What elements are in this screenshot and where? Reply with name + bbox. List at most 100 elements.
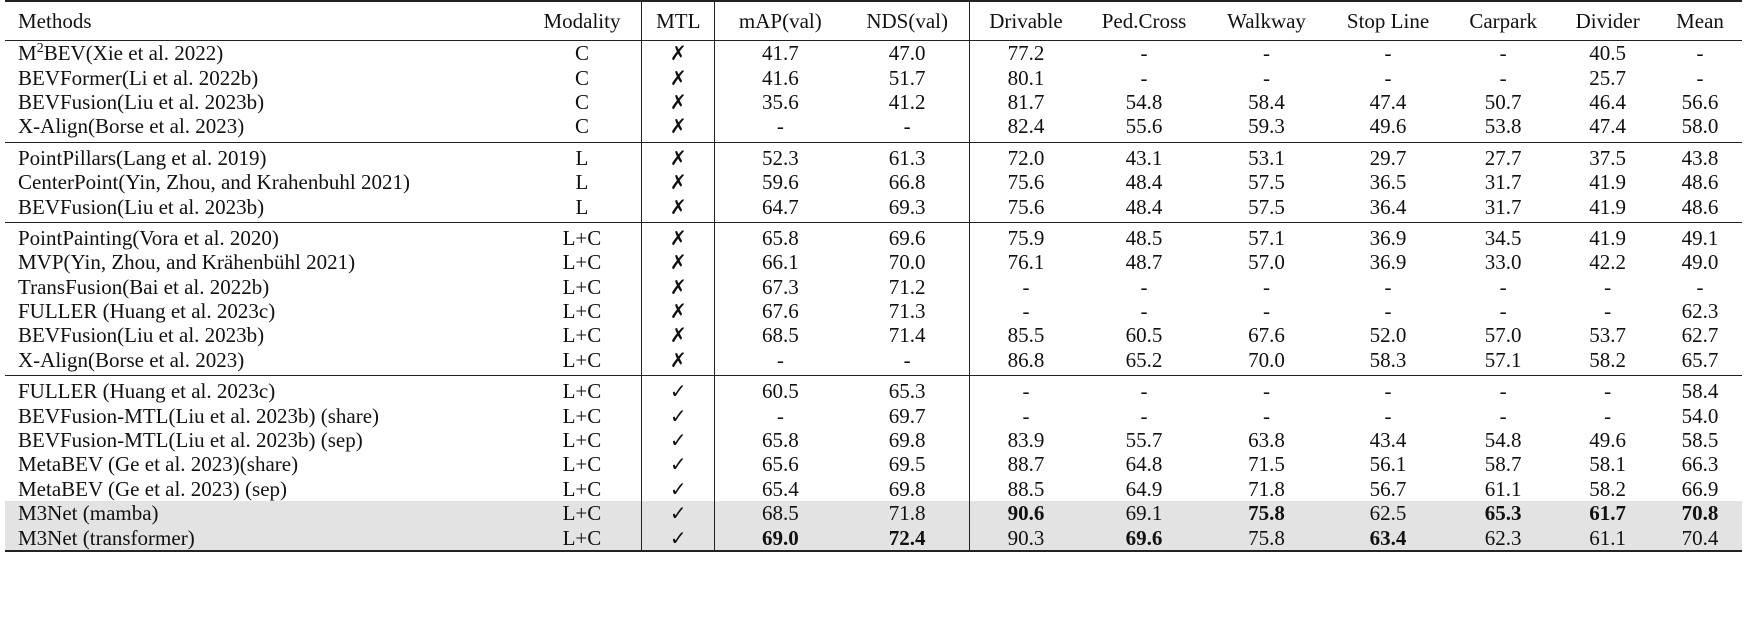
modality-cell: C: [522, 89, 643, 115]
mtl-cell: ✗: [641, 222, 716, 251]
col-header-walkway: Walkway: [1206, 0, 1328, 41]
table-row: FULLER (Huang et al. 2023c) L+C ✗ 67.6 71.3 -…: [5, 298, 1742, 324]
divider-cell: 61.1: [1557, 525, 1659, 552]
ped-cross-cell: 43.1: [1125, 145, 1163, 170]
drivable-cell: 90.6: [969, 501, 1082, 526]
nds-cell: 69.5: [845, 452, 970, 477]
col-header-nds: NDS(val): [845, 0, 970, 41]
drivable-cell: 83.9: [1007, 428, 1045, 453]
stop-line-cell: 49.6: [1327, 114, 1450, 143]
divider-cell: 47.4: [1557, 114, 1659, 143]
mean-cell: 48.6: [1681, 170, 1719, 195]
drivable-cell: 85.5: [1007, 323, 1045, 348]
cross-mark-icon: ✗: [669, 170, 687, 195]
mean-cell: 43.8: [1681, 145, 1719, 170]
ped-cross-cell: -: [1140, 379, 1148, 404]
table-row: BEVFusion(Liu et al. 2023b) C ✗ 35.6 41.2 81.…: [5, 89, 1742, 115]
cross-mark-icon: ✗: [669, 65, 687, 90]
modality-cell: L+C: [522, 403, 643, 428]
cross-mark-icon: ✗: [669, 41, 687, 66]
method-cell: M2BEV(Xie et al. 2022): [18, 41, 224, 66]
nds-cell: 71.3: [845, 298, 970, 324]
carpark-cell: 53.8: [1449, 114, 1558, 143]
modality-cell: L+C: [522, 347, 643, 377]
map-cell: 59.6: [761, 170, 799, 195]
stop-line-cell: 47.4: [1369, 89, 1407, 114]
walkway-cell: 71.5: [1248, 452, 1285, 477]
stop-line-cell: -: [1384, 299, 1392, 324]
table-row: TransFusion(Bai et al. 2022b) L+C ✗ 67.3 71.…: [5, 274, 1742, 299]
divider-cell: 40.5: [1589, 41, 1627, 66]
mean-cell: 49.0: [1681, 250, 1719, 275]
check-mark-icon: ✓: [669, 501, 687, 526]
col-header-modality: Modality: [522, 0, 643, 41]
mtl-cell: ✓: [641, 525, 716, 552]
modality-cell: L+C: [522, 501, 643, 526]
drivable-cell: 80.1: [1007, 65, 1045, 90]
mtl-cell: ✗: [641, 274, 716, 299]
mtl-cell: ✓: [641, 375, 716, 404]
stop-line-cell: -: [1384, 379, 1392, 404]
map-cell: -: [714, 114, 846, 143]
cross-mark-icon: ✗: [669, 323, 687, 348]
modality-cell: L: [522, 169, 643, 195]
carpark-cell: 57.0: [1484, 323, 1522, 348]
stop-line-cell: -: [1384, 274, 1392, 299]
drivable-cell: 75.6: [969, 194, 1082, 223]
map-cell: 41.6: [761, 65, 799, 90]
method-cell: BEVFusion(Liu et al. 2023b): [5, 194, 523, 223]
stop-line-cell: 36.9: [1369, 225, 1407, 250]
divider-cell: 49.6: [1589, 428, 1627, 453]
carpark-cell: 61.1: [1484, 476, 1522, 501]
map-cell: -: [776, 403, 784, 428]
table-row: MVP(Yin, Zhou, and Krähenbühl 2021) L+C ✗ 6…: [5, 250, 1742, 275]
table-row: CenterPoint(Yin, Zhou, and Krahenbuhl 20…: [5, 169, 1742, 195]
map-cell: 67.3: [761, 274, 799, 299]
carpark-cell: -: [1499, 274, 1507, 299]
mtl-cell: ✗: [641, 142, 716, 170]
check-mark-icon: ✓: [669, 403, 687, 428]
walkway-cell: 75.8: [1206, 501, 1328, 526]
nds-cell: 69.6: [845, 222, 970, 251]
mean-cell: -: [1696, 274, 1704, 299]
method-cell: X-Align(Borse et al. 2023): [5, 114, 523, 143]
mean-cell: 66.9: [1681, 476, 1719, 501]
stop-line-cell: 62.5: [1327, 501, 1450, 526]
divider-cell: 25.7: [1589, 65, 1627, 90]
carpark-cell: -: [1499, 299, 1507, 324]
map-cell: 65.8: [761, 225, 799, 250]
nds-cell: 51.7: [845, 65, 970, 90]
modality-cell: L: [522, 194, 643, 223]
ped-cross-cell: -: [1140, 65, 1148, 90]
nds-cell: 61.3: [845, 142, 970, 170]
map-cell: 68.5: [714, 501, 846, 526]
mean-cell: -: [1696, 41, 1704, 66]
method-cell: PointPillars(Lang et al. 2019): [18, 145, 267, 170]
carpark-cell: 65.3: [1449, 501, 1558, 526]
mtl-cell: ✗: [641, 89, 716, 115]
check-mark-icon: ✓: [669, 476, 687, 501]
ped-cross-cell: 69.6: [1081, 525, 1207, 552]
stop-line-cell: 52.0: [1369, 323, 1407, 348]
mean-cell: 56.6: [1681, 89, 1719, 114]
mtl-cell: ✓: [641, 476, 716, 502]
mean-cell: -: [1696, 65, 1704, 90]
table-row: FULLER (Huang et al. 2023c) L+C ✓ 60.5 65.3 -…: [5, 375, 1742, 404]
ped-cross-cell: 65.2: [1081, 347, 1207, 377]
divider-cell: 37.5: [1589, 145, 1627, 170]
walkway-cell: 70.0: [1206, 347, 1328, 377]
divider-cell: -: [1604, 299, 1612, 324]
ped-cross-cell: -: [1140, 403, 1148, 428]
method-cell: BEVFusion-MTL(Liu et al. 2023b) (sep): [18, 428, 363, 453]
method-cell: MetaBEV (Ge et al. 2023) (sep): [18, 476, 288, 501]
nds-cell: 71.4: [845, 323, 970, 348]
table-row: BEVFusion(Liu et al. 2023b) L ✗ 64.7 69.3 75.…: [5, 194, 1742, 223]
map-cell: 66.1: [761, 250, 799, 275]
nds-cell: 70.0: [845, 250, 970, 275]
mean-cell: 65.7: [1658, 347, 1742, 377]
method-cell: M3Net (mamba): [5, 501, 523, 526]
divider-cell: -: [1604, 403, 1612, 428]
map-cell: -: [714, 347, 846, 377]
ped-cross-cell: -: [1140, 299, 1148, 324]
mtl-cell: ✗: [641, 323, 716, 348]
